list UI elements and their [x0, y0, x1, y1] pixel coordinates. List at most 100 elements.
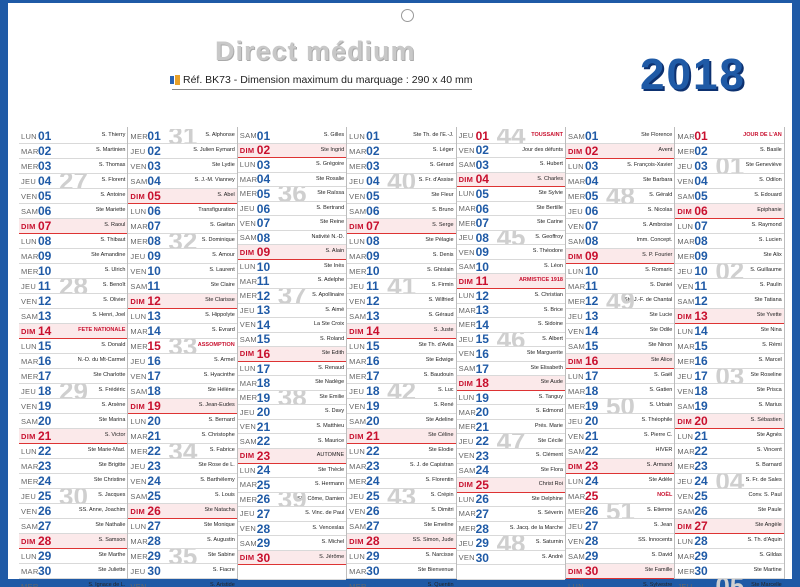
day-number: 23	[147, 459, 161, 473]
day-info: Jour des défunts	[492, 147, 565, 154]
day-name: MAR	[349, 251, 367, 261]
day-row: LUN 06 Transfiguration	[128, 204, 237, 219]
days-list: SAM 01 Ste Florence DIM 02 Avent LUN 03 S. Franç…	[565, 129, 675, 587]
day-number: 24	[366, 474, 380, 488]
day-row: MAR 18 Ste Nadège	[237, 376, 347, 391]
day-info: Ste Odile	[601, 328, 674, 334]
day-info: S. Ghislain	[382, 268, 455, 274]
saint-name: S. Aimé	[325, 306, 345, 313]
day-info: Ste Tatiana	[710, 298, 783, 304]
day-row: MAR 01 JOUR DE L'AN	[675, 129, 784, 144]
day-number: 16	[366, 354, 380, 368]
day-name: LUN	[21, 131, 37, 141]
day-info: AUTOMNE	[273, 453, 346, 459]
day-name: DIM	[458, 276, 474, 286]
day-name: MER	[130, 236, 148, 246]
reference-text: Réf. BK73 - Dimension maximum du marquag…	[183, 74, 473, 86]
day-number: 23	[256, 449, 271, 463]
day-number: 11	[147, 279, 161, 293]
day-row: DIM 16 Ste Alice	[565, 354, 675, 369]
saint-name: S. Barthélemy	[200, 477, 235, 484]
saint-name: S. Léon	[543, 262, 563, 269]
day-name: DIM	[677, 311, 692, 321]
day-row: LUN 24 Ste Adèle	[565, 474, 675, 489]
day-number: 27	[366, 519, 380, 533]
day-number: 14	[147, 324, 161, 338]
day-name: LUN	[21, 446, 37, 456]
day-row: JEU 27 S. Vinc. de Paul	[237, 507, 347, 522]
day-row: JEU 20 S. Davy	[237, 405, 347, 420]
day-info: Ste Marina	[54, 418, 127, 424]
day-number: 18	[147, 384, 161, 398]
day-number: 26	[147, 504, 161, 518]
day-row: SAM 08 Nativité N.-D.	[237, 231, 347, 246]
day-row: DIM 12 Ste Clarisse	[128, 294, 237, 309]
day-name: MER	[567, 296, 586, 306]
saint-name: Ste Pélagie	[425, 237, 454, 244]
day-row: SAM 29 S. David	[565, 549, 675, 564]
day-number: 01	[694, 129, 708, 143]
day-name: MAR	[349, 566, 367, 576]
day-info: S. Gilles	[273, 132, 346, 139]
saint-name: SS. Innocents	[638, 537, 673, 544]
day-number: 21	[694, 429, 708, 443]
saint-name: Ste Florence	[641, 132, 673, 139]
saint-name: S. Juste	[433, 327, 454, 334]
day-number: 09	[584, 249, 599, 263]
day-number: 05	[256, 187, 271, 201]
day-row: MAR 07 S. Gaétan	[128, 219, 237, 234]
day-number: 24	[256, 463, 271, 478]
day-info: S. Gérald	[601, 193, 674, 199]
day-name: VEN	[21, 296, 38, 306]
day-info: S. Urbain	[601, 403, 674, 409]
day-info: Christ Roi	[492, 482, 565, 488]
day-name: MER	[677, 566, 695, 576]
day-name: SAM	[349, 521, 367, 531]
day-row: VEN 28 S. Venceslas	[237, 522, 347, 537]
day-name: JEU	[567, 311, 584, 321]
saint-name: Ste Roseline	[750, 372, 782, 379]
day-info: S. Serge	[382, 223, 455, 229]
day-row: VEN 09 S. Théodore	[456, 245, 565, 260]
day-row: VEN 14 La Ste Croix	[237, 318, 347, 333]
saint-name: TOUSSAINT	[531, 132, 563, 139]
day-name: MAR	[239, 378, 258, 388]
day-number: 06	[694, 204, 708, 218]
day-name: MER	[239, 291, 258, 301]
day-number: 10	[147, 264, 161, 278]
day-number: 23	[694, 459, 708, 473]
day-number: 05	[584, 189, 599, 203]
day-info: Ste Alix	[710, 253, 783, 259]
day-row: DIM 27 Ste Angèle	[675, 519, 784, 534]
day-info: S. Théodore	[492, 249, 565, 255]
day-number: 10	[475, 259, 489, 274]
day-info: S. Armand	[601, 463, 674, 469]
saint-name: Ste Marina	[98, 417, 126, 424]
saint-name: S. Quentin	[427, 582, 454, 587]
day-name: MER	[21, 266, 39, 276]
day-number: 21	[366, 429, 380, 443]
saint-name: S. Armand	[646, 462, 673, 469]
saint-name: S. Barnard	[755, 462, 782, 469]
day-name: SAM	[567, 551, 586, 561]
day-info: S. Geoffroy	[492, 234, 565, 241]
day-number: 18	[366, 384, 380, 398]
saint-name: Ste Ninon	[648, 342, 673, 349]
day-number: 23	[38, 459, 52, 473]
saint-name: S. Vincent	[756, 447, 782, 454]
day-name: SAM	[130, 491, 148, 501]
day-row: SAM 19 S. Marius	[675, 399, 784, 414]
day-number: 08	[584, 234, 599, 248]
day-number: 20	[147, 414, 161, 428]
day-row: MAR 23 Ste Brigitte	[19, 459, 128, 474]
day-info: S. Louis	[163, 493, 236, 499]
saint-name: S. Amour	[212, 252, 235, 259]
day-info: Ste Angèle	[710, 523, 783, 529]
day-name: LUN	[458, 189, 475, 199]
day-row: LUN 14 Ste Nina	[675, 324, 784, 339]
saint-name: S. Sébastien	[750, 417, 782, 424]
saint-name: S. Christian	[534, 292, 563, 299]
saint-name: S. Bruno	[432, 207, 454, 214]
